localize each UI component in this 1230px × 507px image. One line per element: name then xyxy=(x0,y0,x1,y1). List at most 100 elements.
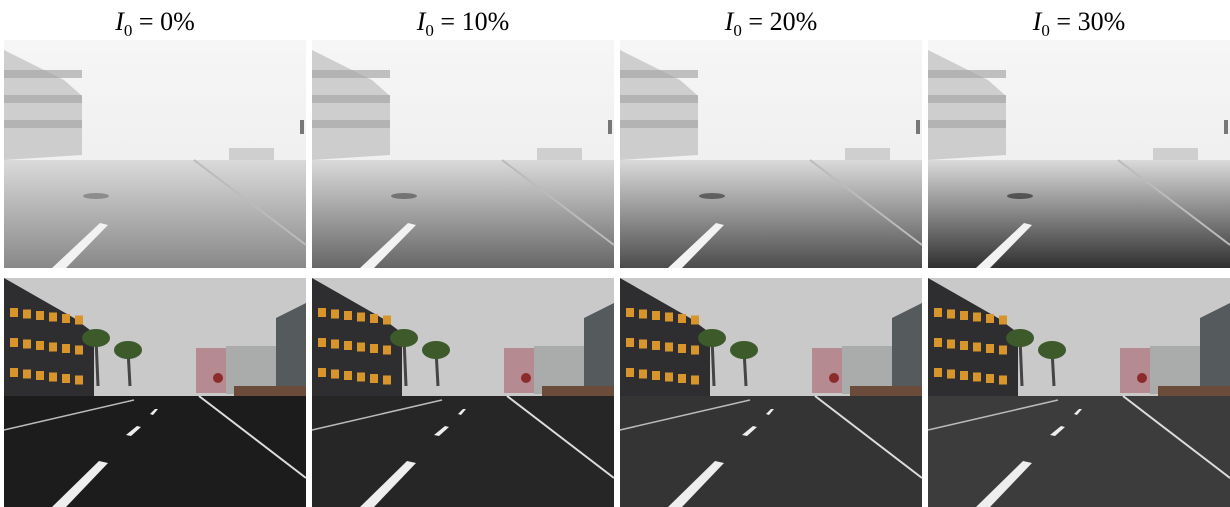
palm-leaves xyxy=(82,329,110,347)
edge-line xyxy=(3,399,135,431)
road xyxy=(928,396,1230,507)
lane-dash xyxy=(360,461,416,507)
hazy-image xyxy=(312,40,615,268)
palm-leaves xyxy=(114,341,142,359)
edge-line xyxy=(198,395,307,479)
window xyxy=(23,309,31,319)
restored-image xyxy=(619,278,923,507)
wall xyxy=(1158,386,1230,396)
road xyxy=(4,160,306,268)
window xyxy=(934,338,942,347)
palm-leaves xyxy=(422,341,450,359)
window xyxy=(665,372,673,382)
window xyxy=(947,339,955,349)
wall xyxy=(234,386,306,396)
window xyxy=(999,315,1007,325)
balcony xyxy=(312,120,390,128)
window xyxy=(23,369,31,379)
pink-building xyxy=(196,348,226,393)
window xyxy=(626,308,634,317)
window xyxy=(947,369,955,379)
tower-right xyxy=(1200,303,1230,396)
window xyxy=(652,341,660,350)
balcony xyxy=(928,120,1006,128)
title-symbol: I xyxy=(1032,7,1043,36)
manhole xyxy=(83,193,109,199)
window xyxy=(999,345,1007,355)
window xyxy=(986,374,994,383)
manhole xyxy=(699,193,725,199)
road xyxy=(4,396,306,507)
title-equation: = 0% xyxy=(132,7,194,36)
road xyxy=(312,396,614,507)
window xyxy=(318,338,326,347)
balcony xyxy=(4,120,82,128)
lane-dash xyxy=(52,461,108,507)
lane-dash xyxy=(742,426,757,436)
edge-line xyxy=(501,159,615,246)
lane-dash xyxy=(126,426,141,436)
window xyxy=(691,375,699,385)
edge-line xyxy=(1122,395,1230,479)
title-equation: = 10% xyxy=(434,7,509,36)
title-symbol: I xyxy=(416,7,427,36)
title-symbol: I xyxy=(114,7,125,36)
window xyxy=(665,312,673,322)
road-sign xyxy=(829,373,839,383)
palm-leaves xyxy=(730,341,758,359)
wall xyxy=(229,148,274,160)
edge-line xyxy=(1117,159,1230,246)
edge-line xyxy=(619,399,751,431)
window xyxy=(934,308,942,317)
window xyxy=(36,371,44,380)
window xyxy=(344,341,352,350)
column-title: I0 = 30% xyxy=(1032,7,1126,40)
road-sign xyxy=(213,373,223,383)
window xyxy=(383,345,391,355)
pole xyxy=(300,120,304,134)
lane-dash xyxy=(1074,409,1082,415)
road xyxy=(312,160,614,268)
column-title: I0 = 10% xyxy=(416,7,510,40)
window xyxy=(344,371,352,380)
title-subscript: 0 xyxy=(124,21,133,40)
window xyxy=(370,344,378,353)
window xyxy=(49,342,57,352)
tower-right xyxy=(892,303,922,396)
hazy-image xyxy=(620,40,923,268)
restored-image xyxy=(311,278,615,507)
window xyxy=(986,314,994,323)
manhole xyxy=(391,193,417,199)
window xyxy=(383,375,391,385)
window xyxy=(62,374,70,383)
title-equation: = 20% xyxy=(742,7,817,36)
window xyxy=(383,315,391,325)
edge-line xyxy=(814,395,923,479)
lane-line xyxy=(976,223,1032,268)
window xyxy=(75,375,83,385)
road-sign xyxy=(1137,373,1147,383)
restored-image xyxy=(927,278,1230,507)
pole xyxy=(608,120,612,134)
window xyxy=(960,341,968,350)
wall xyxy=(850,386,922,396)
window xyxy=(49,312,57,322)
pole xyxy=(1224,120,1228,134)
wall xyxy=(845,148,890,160)
palm-leaves xyxy=(1038,341,1066,359)
title-symbol: I xyxy=(724,7,735,36)
title-subscript: 0 xyxy=(733,21,742,40)
window xyxy=(10,338,18,347)
window xyxy=(370,314,378,323)
wall xyxy=(542,386,614,396)
lane-dash xyxy=(150,409,158,415)
window xyxy=(934,368,942,377)
hazy-image xyxy=(928,40,1230,268)
title-subscript: 0 xyxy=(1041,21,1050,40)
edge-line xyxy=(927,399,1059,431)
window xyxy=(639,309,647,319)
tower-right xyxy=(276,303,306,396)
balcony xyxy=(928,95,1006,103)
pink-building xyxy=(504,348,534,393)
